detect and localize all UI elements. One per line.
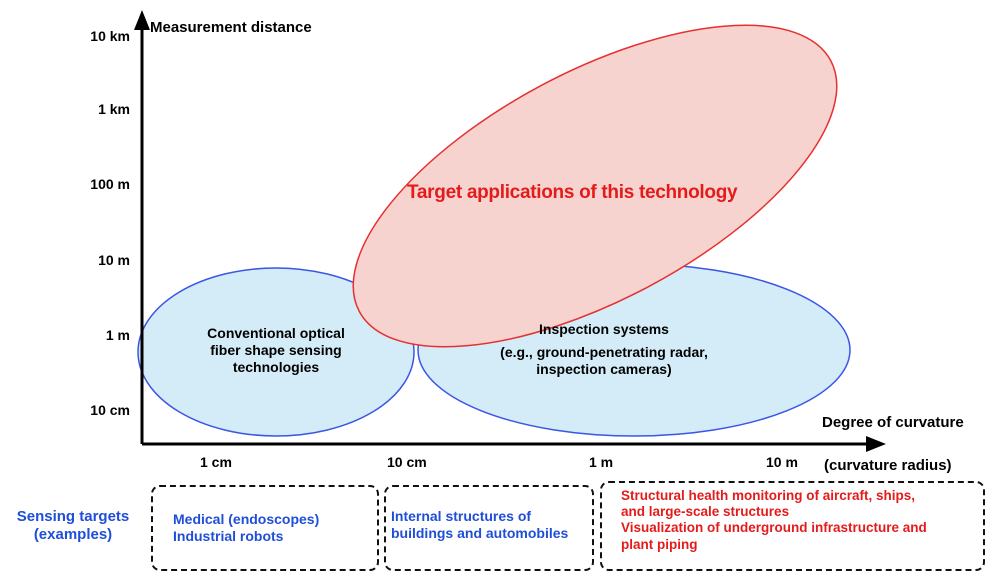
conventional-region-ellipse [137, 267, 415, 437]
x-axis-title: Degree of curvature [822, 414, 964, 431]
conventional-line-2: fiber shape sensing [210, 341, 342, 358]
y-tick-label: 10 cm [90, 402, 130, 418]
box-3-line-1: Structural health monitoring of aircraft… [621, 488, 916, 503]
box-2-line-2: buildings and automobiles [391, 524, 569, 541]
sensing-target-box-3-text: Structural health monitoring of aircraft… [621, 488, 927, 553]
y-axis-arrowhead [134, 10, 150, 30]
conventional-region-label: Conventional optical fiber shape sensing… [176, 325, 376, 375]
x-axis-arrowhead [866, 436, 886, 452]
inspection-line-1: Inspection systems [539, 321, 669, 337]
sensing-target-box-1 [151, 485, 379, 571]
x-tick-label: 1 cm [200, 454, 232, 470]
sensing-targets-heading: Sensing targets (examples) [14, 508, 132, 544]
y-tick-label: 1 km [98, 101, 130, 117]
x-tick-label: 1 m [589, 454, 614, 470]
inspection-region-label: Inspection systems (e.g., ground-penetra… [484, 321, 724, 377]
box-2-line-1: Internal structures of [391, 508, 532, 524]
y-axis-title: Measurement distance [150, 19, 312, 36]
sensing-target-box-1-text: Medical (endoscopes) Industrial robots [173, 511, 319, 545]
sensing-target-box-2-text: Internal structures of buildings and aut… [391, 508, 568, 542]
y-tick-label: 1 m [105, 327, 130, 343]
conventional-line-3: technologies [232, 358, 320, 375]
inspection-line-3: inspection cameras) [536, 360, 672, 377]
x-tick-label: 10 m [766, 454, 798, 470]
sensing-target-box-2 [384, 485, 594, 571]
box-3-line-4: plant piping [621, 536, 698, 552]
y-tick-label: 10 km [90, 28, 130, 44]
conventional-line-1: Conventional optical [207, 325, 345, 341]
sensing-target-box-3 [600, 481, 985, 571]
sensing-targets-heading-line-1: Sensing targets [16, 508, 130, 525]
inspection-line-2: (e.g., ground-penetrating radar, [500, 343, 708, 360]
box-3-line-2: and large-scale structures [621, 504, 790, 520]
box-3-line-3: Visualization of underground infrastruct… [621, 520, 927, 536]
sensing-targets-heading-line-2: (examples) [33, 526, 113, 543]
x-tick-label: 10 cm [387, 454, 427, 470]
target-region-label: Target applications of this technology [407, 182, 738, 203]
box-1-line-2: Industrial robots [173, 527, 284, 544]
box-1-line-1: Medical (endoscopes) [173, 511, 320, 527]
target-region-ellipse [352, 24, 838, 348]
y-tick-label: 10 m [98, 252, 130, 268]
x-axis-subtitle: (curvature radius) [824, 457, 952, 474]
y-tick-label: 100 m [90, 176, 130, 192]
